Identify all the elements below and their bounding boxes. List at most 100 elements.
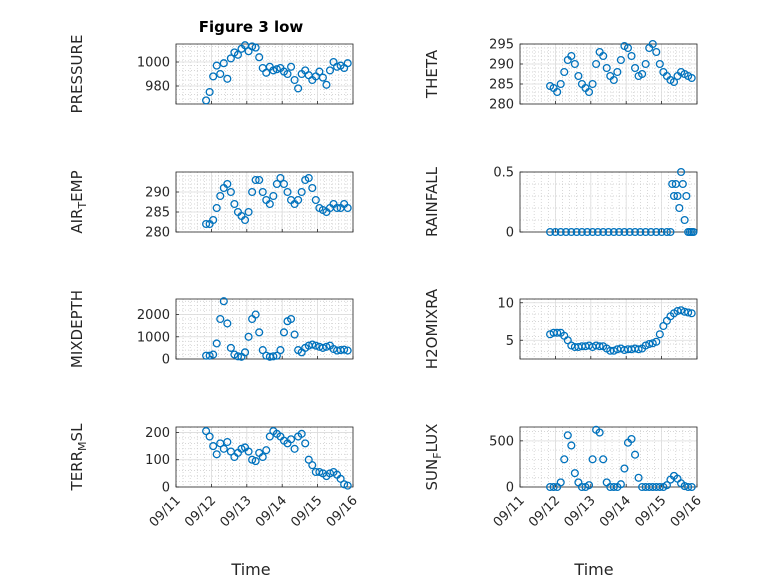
data-point bbox=[248, 187, 257, 197]
data-point bbox=[666, 227, 675, 237]
data-point bbox=[244, 447, 253, 456]
data-point bbox=[315, 467, 324, 477]
data-point bbox=[265, 432, 274, 441]
data-point bbox=[258, 187, 267, 197]
data-point bbox=[272, 351, 281, 360]
x-axis-label-right: Time bbox=[573, 560, 613, 579]
data-point bbox=[340, 345, 349, 354]
data-point bbox=[630, 227, 640, 237]
y-axis-label-rest: SL bbox=[68, 423, 86, 442]
data-point bbox=[202, 427, 211, 436]
data-point bbox=[265, 199, 274, 209]
data-point bbox=[219, 59, 228, 68]
data-point bbox=[276, 173, 285, 183]
y-axis-label-subscript: F bbox=[431, 452, 444, 458]
data-point bbox=[657, 227, 666, 237]
data-point bbox=[205, 87, 214, 97]
data-point bbox=[286, 314, 296, 324]
data-point bbox=[343, 481, 352, 490]
data-point bbox=[560, 455, 569, 464]
data-point bbox=[216, 69, 225, 79]
data-point bbox=[682, 191, 691, 201]
data-point bbox=[655, 330, 664, 339]
data-point bbox=[616, 55, 625, 65]
data-point bbox=[343, 346, 352, 355]
y-axis-label-main: H2OMIXRA bbox=[423, 288, 441, 369]
y-axis-label-main: PRESSURE bbox=[68, 35, 86, 114]
data-point bbox=[244, 207, 253, 217]
y-tick-label: 0.5 bbox=[493, 166, 514, 181]
data-point bbox=[230, 199, 239, 209]
data-point bbox=[209, 350, 218, 359]
axes-box bbox=[175, 171, 354, 233]
data-point bbox=[255, 53, 264, 62]
y-axis-label: AIRTEMP bbox=[68, 170, 89, 233]
data-point bbox=[212, 339, 221, 348]
data-point bbox=[283, 69, 292, 79]
data-point bbox=[343, 59, 352, 68]
data-point bbox=[593, 227, 602, 237]
data-point bbox=[318, 73, 327, 82]
data-point bbox=[269, 66, 278, 75]
data-point bbox=[609, 75, 618, 85]
axes-background bbox=[176, 44, 353, 104]
data-point bbox=[638, 69, 647, 79]
data-point bbox=[304, 455, 313, 464]
axes-background bbox=[520, 172, 697, 232]
data-point bbox=[269, 352, 278, 361]
data-point bbox=[648, 39, 657, 49]
data-point bbox=[205, 432, 214, 441]
data-point bbox=[689, 227, 698, 237]
data-point bbox=[279, 179, 289, 189]
data-point bbox=[588, 227, 597, 237]
y-axis-label-rest: EMP bbox=[68, 170, 86, 201]
data-point bbox=[216, 314, 225, 324]
y-tick-label: 295 bbox=[489, 38, 514, 53]
data-point bbox=[315, 67, 324, 76]
data-point bbox=[325, 66, 335, 75]
data-point bbox=[308, 461, 317, 470]
data-point bbox=[244, 332, 253, 341]
data-point bbox=[645, 339, 654, 349]
data-point bbox=[641, 227, 650, 237]
data-point bbox=[311, 195, 320, 205]
data-point bbox=[609, 227, 618, 237]
y-axis-label-main: THETA bbox=[423, 49, 441, 99]
data-point bbox=[662, 481, 671, 490]
data-point bbox=[599, 227, 608, 237]
data-point bbox=[677, 167, 686, 177]
data-point bbox=[212, 450, 221, 459]
y-axis-label-main: SUN bbox=[423, 459, 441, 491]
data-point bbox=[226, 187, 235, 197]
data-point bbox=[258, 452, 267, 462]
data-point bbox=[205, 351, 214, 360]
data-point bbox=[283, 187, 292, 197]
data-point bbox=[336, 474, 345, 483]
y-tick-label: 290 bbox=[489, 58, 514, 73]
data-point bbox=[577, 482, 586, 492]
data-point bbox=[602, 63, 611, 73]
y-tick-label: 980 bbox=[145, 80, 170, 95]
data-point bbox=[636, 227, 645, 237]
data-point bbox=[209, 215, 218, 225]
y-tick-label: 5 bbox=[506, 334, 514, 349]
data-point bbox=[251, 43, 260, 52]
data-point bbox=[286, 435, 296, 444]
data-point bbox=[279, 328, 289, 337]
y-axis-label-subscript: T bbox=[76, 202, 89, 210]
data-point bbox=[678, 179, 687, 189]
y-tick-label: 1000 bbox=[137, 330, 170, 345]
data-point bbox=[290, 330, 299, 339]
y-axis-label: PRESSURE bbox=[68, 35, 86, 114]
axes-box bbox=[519, 298, 698, 360]
data-point bbox=[237, 444, 246, 453]
data-point bbox=[563, 431, 572, 440]
y-axis-label-main: AIR bbox=[68, 209, 86, 234]
subplot-mixdepth: 0 1000 2000 MIXDEPTH bbox=[68, 290, 354, 368]
data-point bbox=[595, 428, 604, 437]
y-tick-label: 0 bbox=[162, 481, 170, 496]
data-point bbox=[588, 455, 597, 464]
y-tick-label: 0 bbox=[506, 481, 514, 496]
y-tick-label: 0 bbox=[506, 226, 514, 241]
data-point bbox=[662, 227, 671, 237]
